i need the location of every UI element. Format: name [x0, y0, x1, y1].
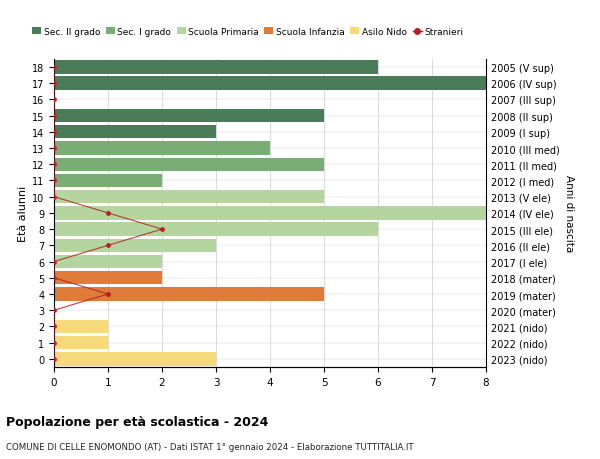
Point: [49, 145, 59, 152]
Point: [49, 177, 59, 185]
Point: [103, 210, 113, 217]
Legend: Sec. II grado, Sec. I grado, Scuola Primaria, Scuola Infanzia, Asilo Nido, Stran: Sec. II grado, Sec. I grado, Scuola Prim…: [28, 24, 467, 40]
Bar: [54, 61, 378, 74]
Bar: [54, 174, 162, 188]
Point: [49, 339, 59, 347]
Point: [49, 307, 59, 314]
Point: [103, 291, 113, 298]
Bar: [54, 239, 216, 252]
Text: COMUNE DI CELLE ENOMONDO (AT) - Dati ISTAT 1° gennaio 2024 - Elaborazione TUTTIT: COMUNE DI CELLE ENOMONDO (AT) - Dati IST…: [6, 442, 413, 451]
Point: [49, 80, 59, 88]
Bar: [54, 110, 324, 123]
Point: [49, 64, 59, 72]
Point: [103, 242, 113, 250]
Bar: [54, 353, 216, 366]
Bar: [54, 336, 108, 350]
Y-axis label: Età alunni: Età alunni: [18, 185, 28, 241]
Bar: [54, 288, 324, 301]
Point: [49, 161, 59, 168]
Point: [49, 258, 59, 266]
Point: [49, 194, 59, 201]
Point: [49, 323, 59, 330]
Text: Popolazione per età scolastica - 2024: Popolazione per età scolastica - 2024: [6, 415, 268, 428]
Bar: [54, 142, 270, 155]
Point: [49, 274, 59, 282]
Bar: [54, 223, 378, 236]
Bar: [54, 126, 216, 139]
Y-axis label: Anni di nascita: Anni di nascita: [563, 175, 574, 252]
Bar: [54, 272, 162, 285]
Bar: [54, 207, 486, 220]
Bar: [54, 320, 108, 333]
Point: [157, 226, 167, 233]
Bar: [54, 77, 486, 90]
Point: [49, 129, 59, 136]
Point: [49, 96, 59, 104]
Point: [49, 112, 59, 120]
Bar: [54, 255, 162, 269]
Point: [49, 355, 59, 363]
Bar: [54, 190, 324, 204]
Bar: [54, 158, 324, 172]
